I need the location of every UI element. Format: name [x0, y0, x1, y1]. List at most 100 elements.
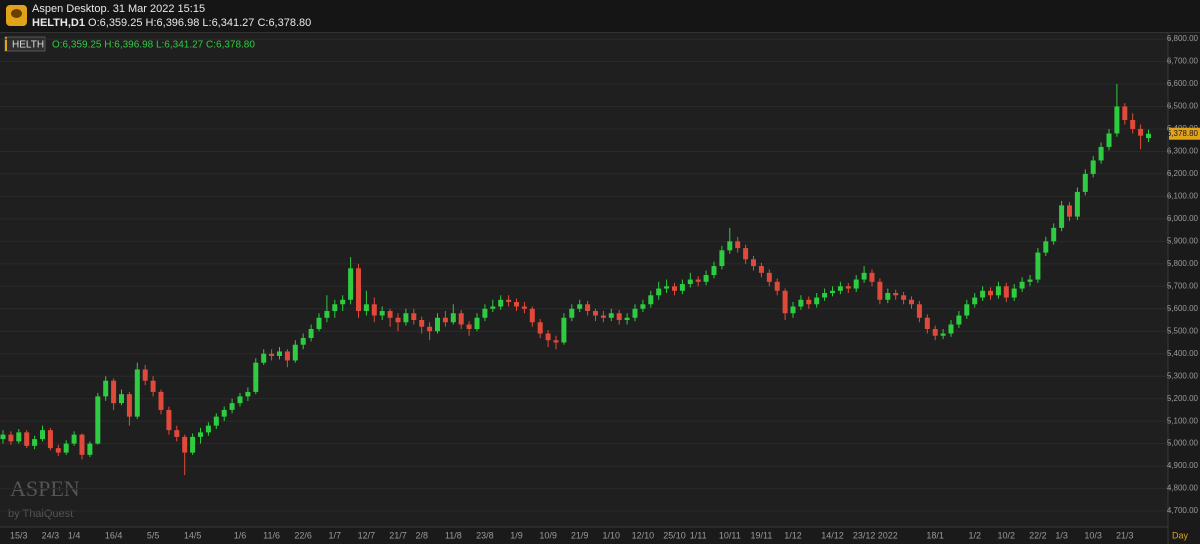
candle-body — [47, 430, 53, 449]
candle-body — [324, 311, 330, 318]
candle-body — [55, 448, 61, 453]
candle-body — [790, 306, 796, 314]
candle-body — [1059, 205, 1065, 228]
candle-body — [1035, 252, 1041, 280]
candle-body — [822, 293, 828, 298]
legend-marker — [5, 37, 7, 51]
candle-body — [8, 434, 14, 442]
candle-body — [695, 279, 701, 282]
candle-body — [687, 279, 693, 285]
x-tick-label: 11/8 — [445, 530, 462, 540]
candle-body — [63, 443, 69, 453]
x-tick-label: 24/3 — [42, 530, 60, 540]
candle-body — [24, 432, 30, 446]
candle-body — [830, 290, 835, 294]
y-tick-label: 6,500.00 — [1167, 102, 1199, 111]
candle-body — [506, 299, 512, 303]
candle-body — [893, 293, 899, 296]
candle-body — [806, 299, 812, 305]
y-tick-label: 6,200.00 — [1167, 169, 1199, 178]
candle-body — [1082, 173, 1088, 192]
candle-body — [964, 304, 970, 316]
candle-body — [490, 306, 496, 309]
candle-body — [514, 302, 519, 307]
candle-body — [972, 297, 978, 305]
candle-body — [474, 317, 480, 329]
candle-body — [664, 286, 670, 289]
candle-body — [743, 248, 749, 260]
candle-body — [782, 290, 788, 314]
candle-body — [103, 380, 109, 397]
candle-body — [988, 290, 993, 296]
x-tick-label: 23/8 — [476, 530, 494, 540]
candle-body — [1122, 106, 1128, 120]
candle-body — [569, 308, 575, 318]
candle-body — [213, 416, 219, 426]
x-tick-label: 19/11 — [750, 530, 772, 540]
x-tick-label: 1/7 — [329, 530, 342, 540]
candle-body — [32, 439, 38, 446]
y-tick-label: 6,300.00 — [1167, 147, 1199, 156]
candle-body — [403, 313, 409, 323]
candle-body — [956, 315, 962, 325]
x-tick-label: 21/9 — [571, 530, 589, 540]
candle-body — [158, 391, 164, 410]
candle-body — [450, 313, 456, 323]
candle-body — [205, 425, 211, 433]
candle-body — [995, 286, 1001, 296]
candle-body — [466, 324, 472, 329]
candle-body — [16, 432, 22, 442]
logo — [6, 5, 27, 26]
x-tick-label: 12/10 — [632, 530, 655, 540]
candle-body — [395, 317, 401, 323]
candle-body — [166, 409, 172, 431]
y-tick-label: 4,700.00 — [1167, 506, 1199, 515]
x-tick-label: 21/3 — [1116, 530, 1134, 540]
candle-body — [577, 304, 583, 309]
candle-body — [648, 295, 654, 305]
candle-body — [435, 317, 440, 332]
candle-body — [711, 266, 717, 276]
x-tick-label: 1/12 — [784, 530, 802, 540]
y-tick-label: 6,000.00 — [1167, 214, 1199, 223]
x-tick-label: 16/4 — [105, 530, 123, 540]
y-tick-label: 5,600.00 — [1167, 304, 1199, 313]
chart: HELTH O:6,359.25 H:6,396.98 L:6,341.27 C… — [0, 33, 1200, 544]
candle-body — [174, 430, 180, 437]
x-tick-label: 14/12 — [821, 530, 844, 540]
candle-body — [308, 328, 314, 338]
candle-body — [869, 272, 875, 282]
candle-body — [1074, 191, 1080, 217]
candle-body — [126, 394, 132, 417]
candle-body — [348, 268, 354, 300]
candle-body — [245, 391, 251, 397]
y-tick-label: 5,700.00 — [1167, 281, 1199, 290]
candle-body — [585, 304, 591, 312]
y-tick-label: 5,200.00 — [1167, 394, 1199, 403]
y-tick-label: 5,300.00 — [1167, 371, 1199, 380]
candle-body — [798, 299, 804, 307]
x-tick-label: 22/2 — [1029, 530, 1047, 540]
candle-body — [411, 313, 417, 321]
x-unit-label: Day — [1172, 530, 1189, 540]
candle-body — [1019, 281, 1025, 289]
candle-body — [766, 272, 772, 282]
x-tick-label: 2/8 — [415, 530, 428, 540]
candle-body — [837, 286, 843, 291]
y-tick-label: 5,400.00 — [1167, 349, 1199, 358]
x-tick-label: 25/10 — [663, 530, 686, 540]
candle-body — [1146, 133, 1151, 139]
candle-body — [371, 304, 377, 316]
candle-body — [758, 266, 764, 273]
y-tick-label: 5,100.00 — [1167, 416, 1199, 425]
candle-body — [419, 320, 425, 327]
symbol-info: HELTH,D1 O:6,359.25 H:6,396.98 L:6,341.2… — [32, 17, 311, 29]
candle-body — [340, 299, 346, 305]
candle-body — [537, 322, 543, 334]
candle-body — [1106, 133, 1112, 147]
x-tick-label: 14/5 — [184, 530, 202, 540]
plot-background — [0, 33, 1168, 527]
x-tick-label: 18/1 — [926, 530, 944, 540]
last-price-label: 6,378.80 — [1167, 129, 1199, 138]
candle-body — [877, 281, 883, 300]
